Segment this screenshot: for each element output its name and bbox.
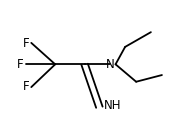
Text: F: F — [17, 58, 24, 71]
Text: N: N — [106, 58, 115, 71]
Text: NH: NH — [104, 99, 121, 112]
Text: F: F — [23, 37, 29, 50]
Text: F: F — [23, 80, 29, 93]
